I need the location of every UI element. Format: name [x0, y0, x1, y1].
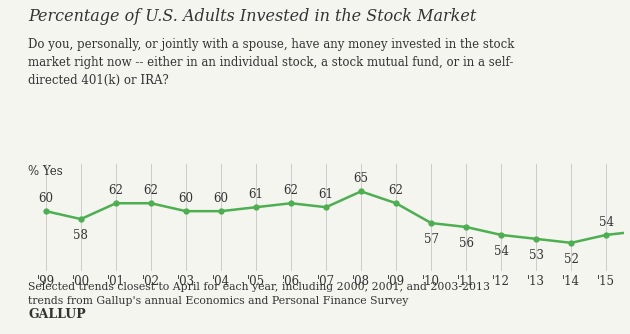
- Text: 53: 53: [529, 249, 544, 262]
- Text: Selected trends closest to April for each year, including 2000, 2001, and 2003-2: Selected trends closest to April for eac…: [28, 282, 490, 306]
- Text: 62: 62: [284, 184, 299, 197]
- Text: 62: 62: [389, 184, 403, 197]
- Text: 61: 61: [249, 188, 263, 201]
- Text: 52: 52: [564, 253, 578, 266]
- Text: 58: 58: [74, 229, 88, 242]
- Text: 54: 54: [598, 216, 614, 229]
- Text: 62: 62: [144, 184, 158, 197]
- Text: 61: 61: [319, 188, 333, 201]
- Text: Do you, personally, or jointly with a spouse, have any money invested in the sto: Do you, personally, or jointly with a sp…: [28, 38, 515, 88]
- Text: % Yes: % Yes: [28, 165, 63, 178]
- Text: GALLUP: GALLUP: [28, 308, 86, 321]
- Text: 60: 60: [214, 192, 229, 205]
- Text: 65: 65: [353, 172, 369, 185]
- Text: 57: 57: [423, 233, 438, 246]
- Text: 60: 60: [38, 192, 54, 205]
- Text: 62: 62: [108, 184, 123, 197]
- Text: 56: 56: [459, 237, 474, 250]
- Text: Percentage of U.S. Adults Invested in the Stock Market: Percentage of U.S. Adults Invested in th…: [28, 8, 477, 25]
- Text: 54: 54: [494, 245, 508, 258]
- Text: 60: 60: [178, 192, 193, 205]
